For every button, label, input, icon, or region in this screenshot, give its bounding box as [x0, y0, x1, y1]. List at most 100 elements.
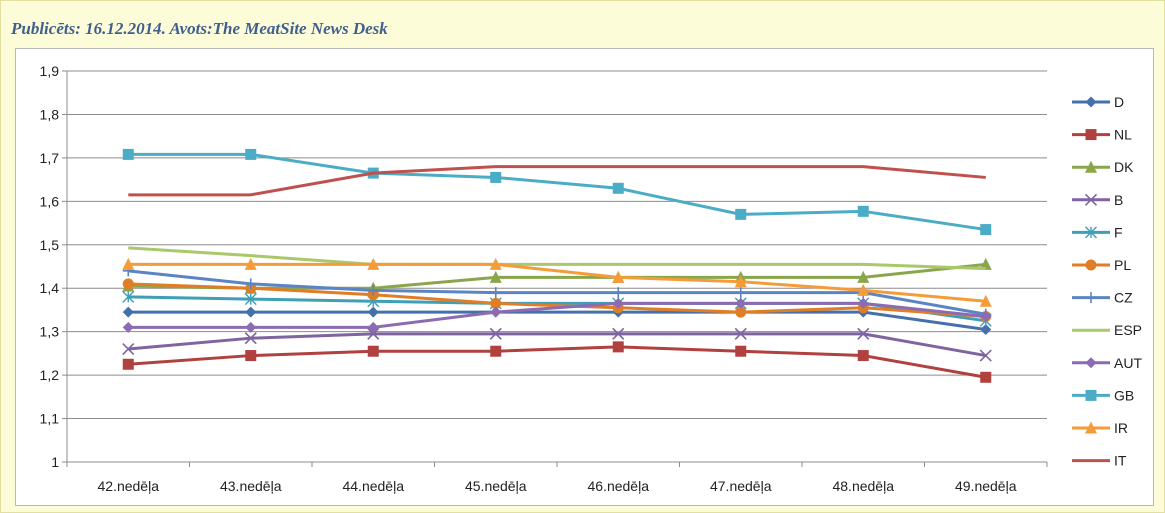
legend-label: B: [1114, 192, 1123, 208]
data-point: [857, 327, 870, 340]
gridlines: [67, 70, 1047, 420]
data-point: [490, 345, 502, 357]
x-tick-label: 43.nedēļa: [220, 478, 282, 494]
series-cz: [122, 265, 992, 320]
series-esp: [128, 246, 986, 271]
legend-item-cz: CZ: [1072, 290, 1133, 306]
legend-label: PL: [1114, 257, 1131, 273]
x-tick-label: 47.nedēļa: [710, 478, 772, 494]
legend: D NL DK BF PL CZ ESP AUT GB IR IT: [1072, 94, 1142, 469]
data-point: [857, 205, 869, 217]
data-point: [244, 293, 257, 306]
data-point: [367, 306, 379, 318]
data-point: [490, 306, 502, 318]
chart-area: 1 1,1 1,2 1,3 1,4 1,5 1,6 1,7 1,8 1,9 42.nedēļa 43.…: [15, 48, 1154, 506]
data-point: [980, 224, 992, 236]
data-point: [367, 345, 379, 357]
data-point: [367, 284, 379, 296]
series-b: [122, 327, 992, 362]
data-point: [612, 341, 624, 353]
legend-item-pl: PL: [1072, 257, 1131, 273]
data-point: [612, 182, 624, 194]
legend-label: GB: [1114, 387, 1134, 403]
legend-marker: [1085, 160, 1097, 173]
x-tick-label: 49.nedēļa: [955, 478, 1017, 494]
data-point: [612, 327, 625, 340]
data-point: [122, 358, 134, 370]
series-line: [128, 301, 986, 329]
data-point: [367, 327, 380, 340]
x-tick-label: 45.nedēļa: [465, 478, 527, 494]
data-point: [245, 321, 257, 333]
legend-item-d: D: [1072, 94, 1124, 110]
legend-label: NL: [1114, 127, 1132, 143]
axes: 1 1,1 1,2 1,3 1,4 1,5 1,6 1,7 1,8 1,9 42.nedēļa 43.…: [40, 63, 1048, 494]
data-point: [980, 310, 992, 322]
legend-marker: [1085, 421, 1097, 434]
data-point: [735, 287, 747, 299]
data-point: [489, 270, 502, 283]
y-tick-label: 1,5: [40, 237, 60, 253]
x-tick-label: 46.nedēļa: [587, 478, 649, 494]
legend-marker: [1085, 389, 1097, 401]
data-point: [489, 257, 502, 270]
legend-item-f: F: [1072, 224, 1123, 240]
data-point: [735, 345, 747, 357]
series-line: [128, 246, 986, 271]
data-point: [122, 290, 135, 303]
data-point: [735, 208, 747, 220]
data-point: [857, 270, 870, 283]
legend-marker: [1084, 193, 1098, 206]
data-point: [857, 297, 869, 309]
data-point: [122, 257, 135, 270]
series-nl: [122, 341, 992, 383]
y-tick-label: 1,2: [40, 367, 60, 383]
data-point: [367, 257, 380, 270]
data-point: [490, 297, 502, 309]
data-point: [735, 297, 747, 309]
legend-label: CZ: [1114, 290, 1133, 306]
data-point: [122, 321, 134, 333]
data-point: [122, 278, 134, 290]
x-tick-label: 48.nedēļa: [832, 478, 894, 494]
legend-label: AUT: [1114, 355, 1142, 371]
data-point: [244, 332, 257, 345]
series-line: [128, 345, 987, 379]
y-tick-label: 1,4: [40, 280, 60, 296]
legend-item-b: B: [1072, 192, 1123, 208]
data-point: [612, 297, 624, 309]
legend-label: ESP: [1114, 322, 1142, 338]
y-tick-label: 1,1: [40, 411, 60, 427]
x-tick-label: 44.nedēļa: [342, 478, 404, 494]
legend-label: IT: [1114, 453, 1127, 469]
line-chart: 1 1,1 1,2 1,3 1,4 1,5 1,6 1,7 1,8 1,9 42.nedēļa 43.…: [40, 63, 1143, 494]
data-point: [734, 327, 747, 340]
series-aut: [122, 297, 992, 333]
series-line: [128, 165, 986, 197]
data-point: [244, 257, 257, 270]
legend-marker: [1085, 292, 1097, 304]
series-line: [128, 262, 986, 303]
y-tick-label: 1,8: [40, 106, 60, 122]
series-line: [128, 332, 987, 358]
data-point: [857, 350, 869, 362]
data-point: [245, 306, 257, 318]
legend-item-esp: ESP: [1072, 322, 1142, 338]
legend-label: IR: [1114, 420, 1128, 436]
y-tick-label: 1,7: [40, 150, 60, 166]
data-point: [857, 283, 870, 296]
series-line: [128, 310, 986, 331]
legend-item-aut: AUT: [1072, 355, 1142, 371]
data-point: [489, 327, 502, 340]
data-point: [612, 270, 625, 283]
series-it: [128, 165, 986, 197]
data-point: [367, 321, 379, 333]
legend-item-ir: IR: [1072, 420, 1128, 436]
data-point: [122, 342, 135, 356]
legend-label: DK: [1114, 159, 1134, 175]
legend-label: F: [1114, 224, 1123, 240]
data-point: [980, 323, 992, 335]
legend-item-it: IT: [1072, 453, 1127, 469]
legend-marker: [1085, 129, 1097, 141]
